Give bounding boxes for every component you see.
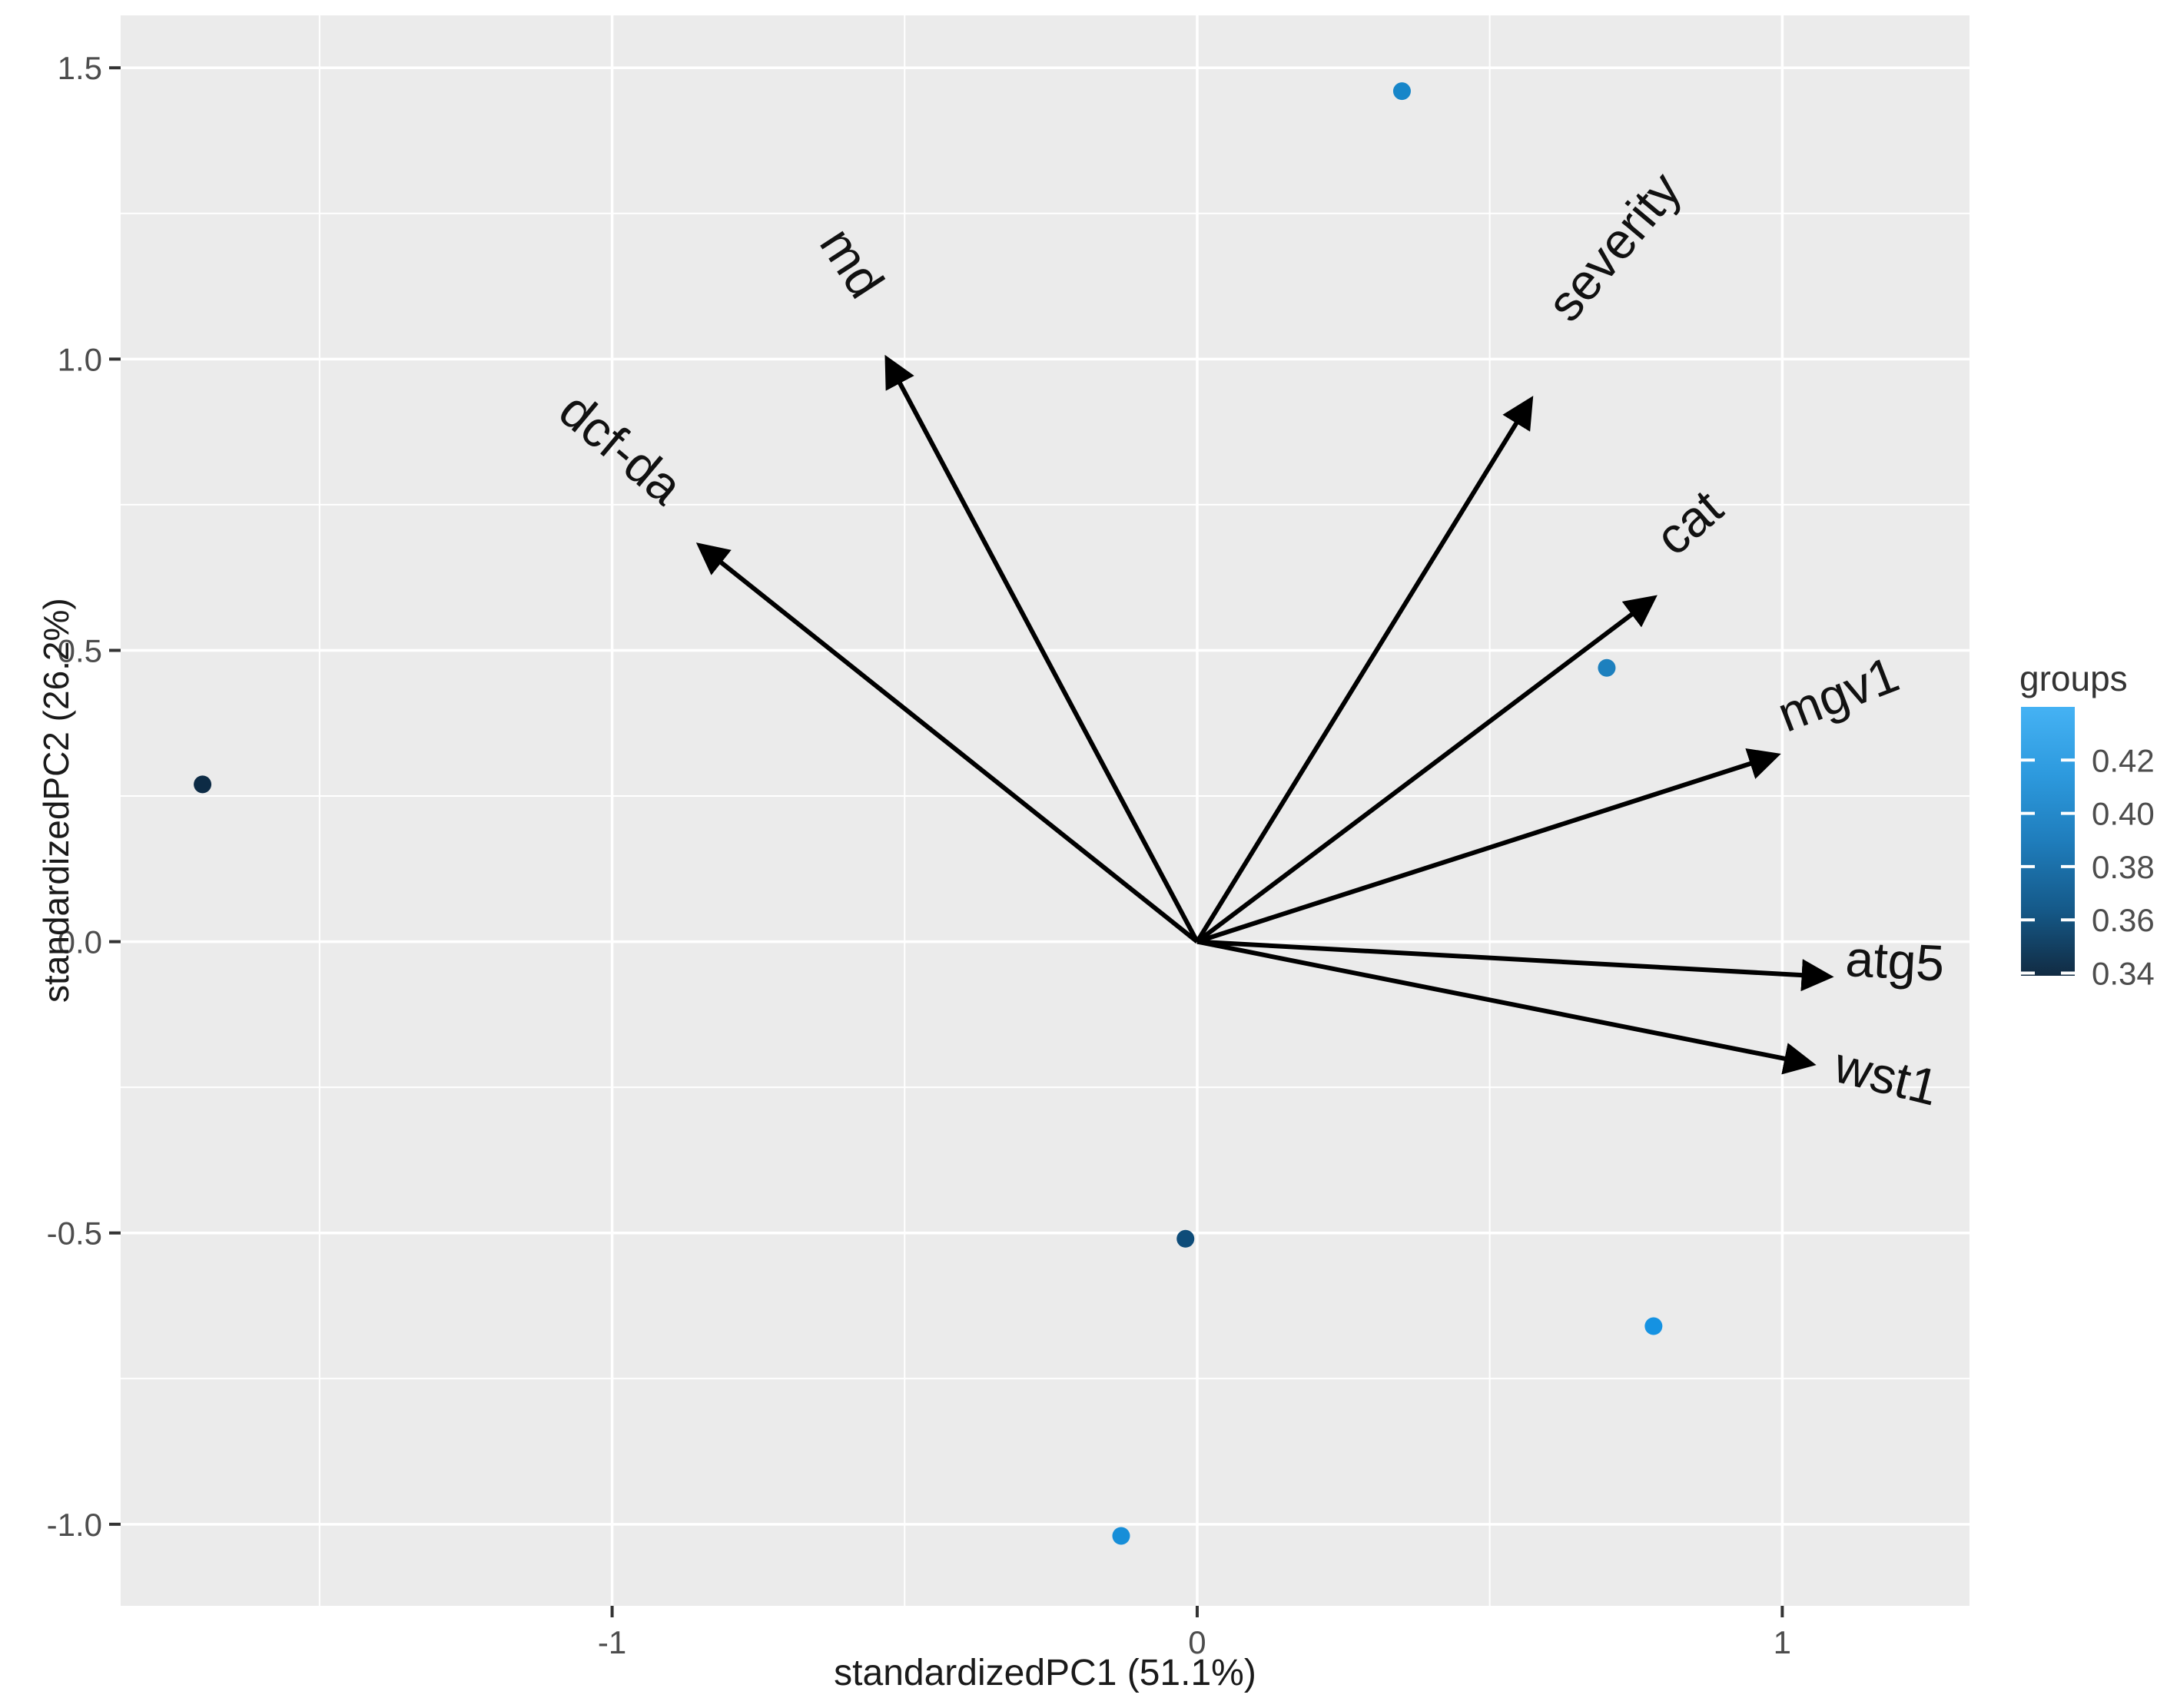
loading-arrow-cat [1196, 595, 1658, 944]
x-tick-label: 1 [1774, 1624, 1791, 1660]
y-tick-label: 0.5 [58, 632, 102, 668]
data-point [1644, 1317, 1663, 1335]
loading-arrow-severity [1195, 396, 1534, 944]
y-tick-label: 1.5 [58, 50, 102, 86]
legend-title: groups [2019, 658, 2128, 698]
legend-tick-label: 0.42 [2092, 742, 2155, 778]
legend-tick-label: 0.40 [2092, 796, 2155, 832]
data-point [1598, 658, 1616, 677]
x-tick-label: -1 [598, 1624, 626, 1660]
loading-arrow-dcf-da [695, 542, 1199, 944]
data-point [194, 775, 212, 794]
loading-arrow-mgv1 [1196, 748, 1781, 944]
x-axis-title: standardizedPC1 (51.1%) [834, 1653, 1256, 1693]
data-point [1176, 1229, 1195, 1248]
loading-arrow-md [884, 354, 1200, 944]
loading-label-atg5: atg5 [1844, 930, 1946, 992]
legend-gradient-bar [2021, 707, 2075, 976]
y-tick-label: -1.0 [47, 1507, 102, 1543]
plot-panel [121, 15, 1970, 1606]
y-tick-label: -0.5 [47, 1215, 102, 1252]
loading-arrow-atg5 [1196, 939, 1834, 992]
data-point [1392, 82, 1411, 101]
y-axis-title: standardizedPC2 (26.2%) [36, 598, 76, 1003]
y-tick-label: 1.0 [58, 341, 102, 377]
y-tick-label: 0.0 [58, 924, 102, 960]
loading-arrow-wst1 [1196, 939, 1817, 1075]
data-point [1112, 1527, 1130, 1545]
x-tick-label: 0 [1188, 1624, 1206, 1660]
legend-tick-label: 0.38 [2092, 849, 2155, 885]
legend-tick-label: 0.34 [2092, 956, 2155, 992]
legend-tick-label: 0.36 [2092, 902, 2155, 938]
